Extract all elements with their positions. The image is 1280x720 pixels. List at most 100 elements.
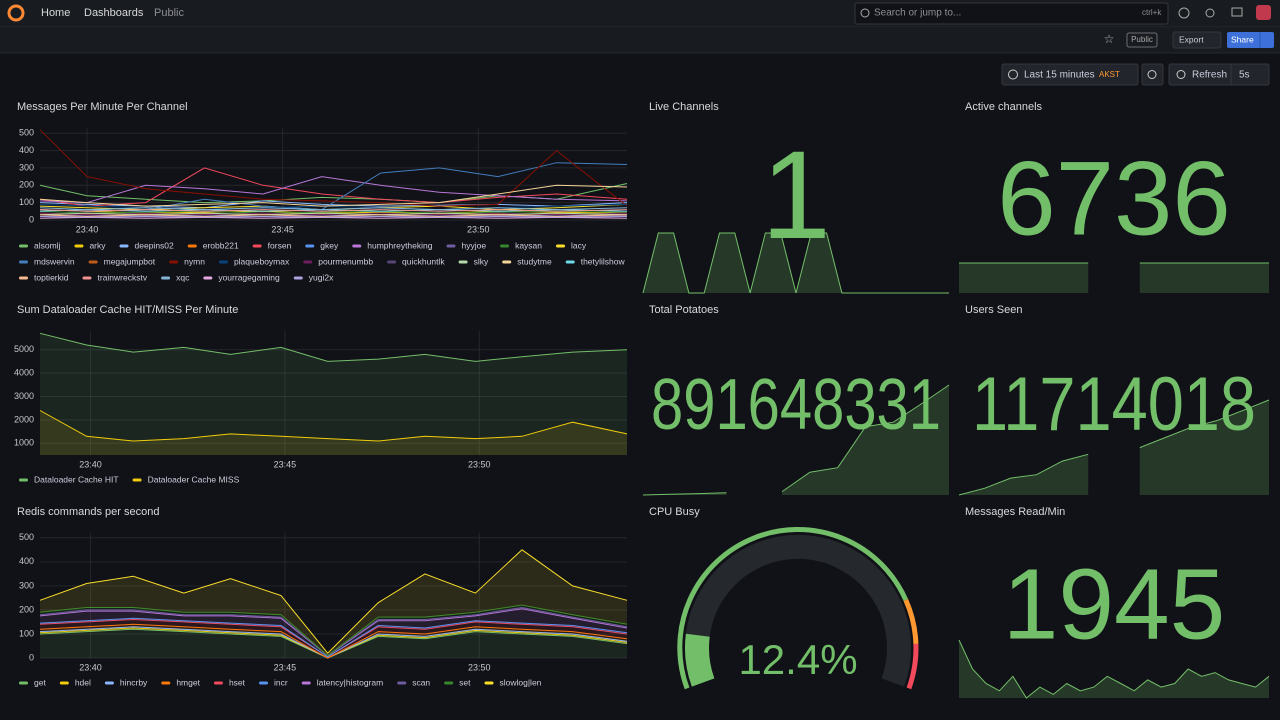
- y-tick-label: 100: [19, 197, 34, 207]
- series-line: [39, 410, 628, 442]
- refresh-button[interactable]: [1168, 63, 1270, 86]
- legend-swatch: [259, 681, 269, 685]
- search-box[interactable]: [854, 2, 1169, 25]
- x-tick-label: 23:40: [79, 662, 102, 672]
- series-line: [39, 200, 628, 209]
- series-line: [39, 212, 628, 216]
- gauge-label: 12.4%: [738, 636, 857, 683]
- legend-label: Dataloader Cache HIT: [34, 474, 119, 484]
- time-range: Last 15 minutes: [1024, 70, 1095, 81]
- panel-title: Redis commands per second: [17, 506, 159, 518]
- legend-label: erobb221: [203, 240, 239, 250]
- series-line: [39, 215, 628, 218]
- legend-label: quickhuntlk: [402, 256, 445, 266]
- stat-value: 1: [761, 126, 831, 265]
- zoom-icon: [1147, 70, 1157, 79]
- sparkline-area: [643, 492, 727, 495]
- legend-swatch: [301, 681, 311, 685]
- legend-swatch: [352, 244, 362, 248]
- legend-swatch: [213, 681, 223, 685]
- legend-label: deepins02: [135, 240, 175, 250]
- legend-swatch: [19, 681, 28, 685]
- sparkline: [958, 639, 1270, 699]
- legend-swatch: [500, 244, 510, 248]
- breadcrumb[interactable]: Dashboards: [84, 7, 144, 19]
- panel-title: Live Channels: [649, 101, 719, 113]
- legend-label: hmget: [176, 677, 200, 687]
- breadcrumb[interactable]: Home: [41, 7, 70, 19]
- threshold-band: [903, 598, 919, 645]
- series-area: [40, 333, 627, 455]
- help-icon[interactable]: [1178, 7, 1190, 19]
- panel-title: Messages Per Minute Per Channel: [17, 101, 188, 113]
- legend-label: arky: [89, 240, 106, 250]
- sparkline-area: [959, 454, 1089, 495]
- legend-swatch: [74, 244, 84, 248]
- legend-swatch: [565, 260, 575, 264]
- legend-label: forsen: [268, 240, 292, 250]
- legend-label: hdel: [75, 677, 91, 687]
- export-label: Export: [1179, 34, 1204, 44]
- series-line: [39, 617, 628, 658]
- sparkline: [642, 492, 727, 496]
- series-area: [40, 410, 627, 455]
- legend-swatch: [484, 681, 494, 685]
- legend-swatch: [104, 681, 114, 685]
- refresh-icon: [1176, 70, 1186, 79]
- legend-label: slowlog|len: [500, 677, 542, 687]
- sparkline-area: [782, 385, 949, 495]
- avatar[interactable]: [1256, 5, 1271, 20]
- star-icon[interactable]: ☆: [1104, 32, 1115, 46]
- legend-swatch: [19, 478, 28, 482]
- legend-swatch: [119, 244, 129, 248]
- x-tick-label: 23:45: [271, 224, 294, 234]
- legend-label: gkey: [320, 240, 339, 250]
- y-tick-label: 300: [19, 580, 34, 590]
- stat-value: 1945: [1003, 548, 1225, 660]
- y-tick-label: 400: [19, 556, 34, 566]
- series-area: [40, 624, 627, 658]
- legend-label: latency|histogram: [317, 677, 383, 687]
- legend-swatch: [161, 276, 171, 280]
- legend-swatch: [19, 244, 28, 248]
- zoom-out[interactable]: [1141, 63, 1164, 86]
- panel-title: Active channels: [965, 101, 1043, 113]
- tv-icon[interactable]: [1231, 7, 1243, 17]
- legend-label: studytme: [517, 256, 552, 266]
- legend-label: kaysan: [515, 240, 542, 250]
- legend-label: hyyjoe: [461, 240, 486, 250]
- gauge-track: [685, 535, 911, 687]
- breadcrumb: Public: [154, 7, 184, 19]
- legend-swatch: [397, 681, 407, 685]
- legend-swatch: [187, 244, 197, 248]
- legend-swatch: [444, 681, 454, 685]
- y-tick-label: 4000: [14, 367, 34, 377]
- sparkline: [958, 453, 1089, 496]
- y-tick-label: 200: [19, 180, 34, 190]
- stat-value: 11714018: [972, 362, 1256, 447]
- panel-title: Messages Read/Min: [965, 506, 1065, 518]
- logo[interactable]: [7, 4, 25, 22]
- sparkline-area: [1139, 263, 1269, 293]
- clock-icon: [1008, 69, 1018, 80]
- y-tick-label: 200: [19, 604, 34, 614]
- gauge-value: [685, 633, 715, 687]
- series-line: [39, 129, 628, 207]
- x-tick-label: 23:40: [76, 224, 99, 234]
- legend-label: slky: [474, 256, 489, 266]
- legend-label: megajumpbot: [104, 256, 156, 266]
- share-button[interactable]: [1227, 32, 1274, 48]
- series-line: [39, 209, 628, 212]
- stat-value: 6736: [997, 141, 1231, 258]
- timezone: AKST: [1099, 70, 1120, 79]
- stat-value: 891648331: [651, 365, 941, 445]
- series-line: [39, 214, 628, 218]
- x-tick-label: 23:50: [467, 224, 490, 234]
- news-icon[interactable]: [1205, 8, 1215, 18]
- refresh-interval[interactable]: 5s: [1239, 70, 1250, 81]
- legend-label: yugi2x: [309, 272, 334, 282]
- y-tick-label: 400: [19, 145, 34, 155]
- export-button[interactable]: [1172, 31, 1222, 49]
- time-picker[interactable]: [1001, 63, 1139, 86]
- series-line: [39, 183, 628, 204]
